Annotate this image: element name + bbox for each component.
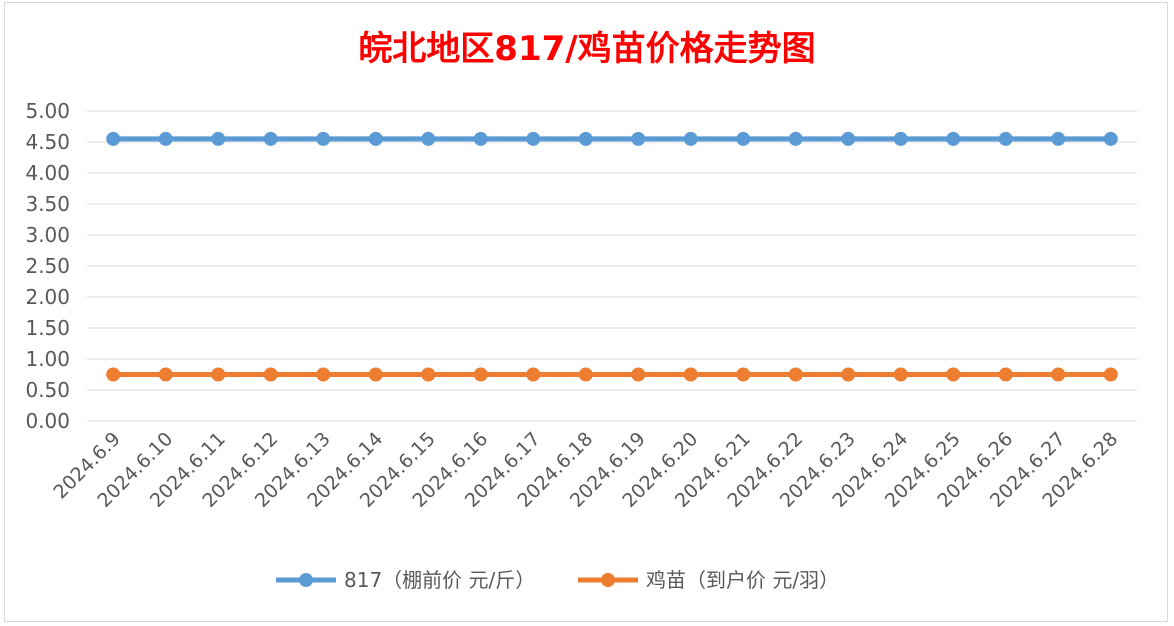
- legend-label: 鸡苗（到户价 元/羽）: [646, 568, 839, 592]
- data-point: [421, 131, 436, 146]
- data-point: [263, 131, 278, 146]
- data-point: [316, 131, 331, 146]
- data-point: [211, 131, 226, 146]
- y-tick-label: 4.50: [25, 130, 70, 154]
- legend-marker: [601, 573, 615, 587]
- data-point: [788, 367, 803, 382]
- data-point: [1103, 367, 1118, 382]
- data-point: [841, 131, 856, 146]
- data-point: [263, 367, 278, 382]
- legend-marker: [299, 573, 313, 587]
- data-point: [211, 367, 226, 382]
- data-point: [631, 131, 646, 146]
- data-point: [946, 131, 961, 146]
- y-tick-label: 0.50: [25, 378, 70, 402]
- data-point: [578, 367, 593, 382]
- data-point: [1103, 131, 1118, 146]
- data-point: [998, 131, 1013, 146]
- chart-title: 皖北地区817/鸡苗价格走势图: [358, 29, 815, 69]
- data-point: [998, 367, 1013, 382]
- x-axis-ticks: 2024.6.92024.6.102024.6.112024.6.122024.…: [49, 428, 1122, 512]
- data-point: [473, 367, 488, 382]
- y-tick-label: 2.00: [25, 285, 70, 309]
- chart-frame: [4, 2, 1168, 622]
- data-point: [578, 131, 593, 146]
- y-tick-label: 4.00: [25, 161, 70, 185]
- data-point: [368, 131, 383, 146]
- gridlines: [87, 110, 1137, 422]
- data-point: [946, 367, 961, 382]
- data-point: [736, 131, 751, 146]
- data-point: [106, 131, 121, 146]
- data-point: [526, 131, 541, 146]
- data-point: [526, 367, 541, 382]
- y-axis-ticks: 0.00 0.50 1.00 1.50 2.00 2.50 3.00 3.50 4.00 4.50…: [25, 99, 70, 433]
- data-point: [158, 367, 173, 382]
- data-point: [683, 367, 698, 382]
- data-point: [158, 131, 173, 146]
- data-point: [788, 131, 803, 146]
- data-point: [631, 367, 646, 382]
- series-group: [106, 131, 1118, 382]
- y-tick-label: 1.50: [25, 316, 70, 340]
- y-tick-label: 3.50: [25, 192, 70, 216]
- data-point: [736, 367, 751, 382]
- data-point: [1051, 367, 1066, 382]
- legend: 817（棚前价 元/斤） 鸡苗（到户价 元/羽）: [276, 568, 839, 592]
- data-point: [683, 131, 698, 146]
- y-tick-label: 5.00: [25, 99, 70, 123]
- y-tick-label: 3.00: [25, 223, 70, 247]
- data-point: [421, 367, 436, 382]
- data-point: [893, 131, 908, 146]
- data-point: [106, 367, 121, 382]
- data-point: [316, 367, 331, 382]
- data-point: [473, 131, 488, 146]
- data-point: [841, 367, 856, 382]
- y-tick-label: 2.50: [25, 254, 70, 278]
- data-point: [1051, 131, 1066, 146]
- data-point: [893, 367, 908, 382]
- y-tick-label: 1.00: [25, 347, 70, 371]
- y-tick-label: 0.00: [25, 409, 70, 433]
- legend-label: 817（棚前价 元/斤）: [344, 568, 535, 592]
- data-point: [368, 367, 383, 382]
